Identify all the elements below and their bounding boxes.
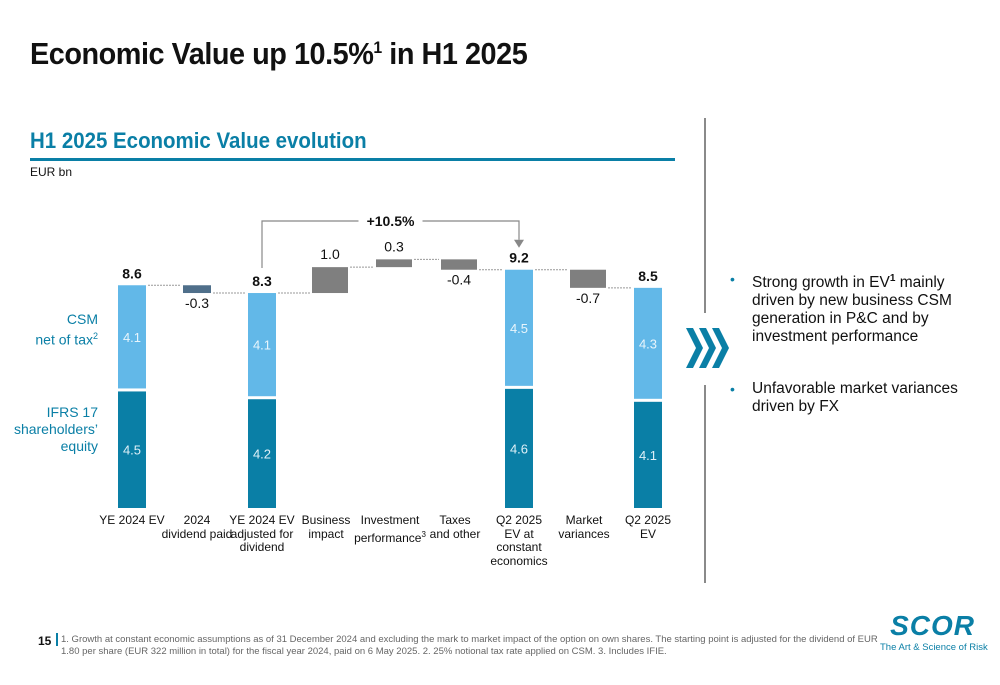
- csm-value-label: 4.1: [253, 338, 271, 353]
- bar-equity-segment: [634, 401, 662, 508]
- equity-value-label: 4.2: [253, 447, 271, 462]
- csm-value-label: 4.5: [510, 321, 528, 336]
- bar-delta: [376, 259, 412, 268]
- category-label: Investment performance3: [354, 513, 426, 545]
- legend-csm-label: CSM net of tax2: [35, 311, 98, 348]
- annotation-bracket-left: [261, 220, 359, 269]
- scor-logo: SCOR The Art & Science of Risk: [880, 610, 988, 654]
- delta-value-label: 1.0: [320, 246, 340, 262]
- bullet-dot-icon: •: [730, 381, 735, 397]
- bar-delta: [183, 285, 211, 294]
- logo-wordmark: SCOR: [890, 610, 975, 641]
- annotation-arrow-icon: [514, 239, 524, 248]
- bar-csm-segment: [634, 287, 662, 399]
- csm-value-label: 4.1: [123, 330, 141, 345]
- chevrons-right-icon: [686, 328, 729, 368]
- bar-equity-segment: [505, 388, 533, 508]
- annotation-bracket-right: [422, 220, 520, 240]
- csm-value-label: 4.3: [639, 336, 657, 351]
- total-value-label: 9.2: [509, 250, 529, 266]
- section-title: H1 2025 Economic Value evolution: [30, 128, 367, 153]
- bar-csm-segment: [505, 269, 533, 386]
- bar-delta: [312, 267, 348, 294]
- category-label: Market variances: [558, 513, 610, 541]
- vertical-divider-bottom: [704, 385, 706, 583]
- equity-value-label: 4.1: [639, 448, 657, 463]
- total-value-label: 8.5: [638, 268, 658, 284]
- category-label: Taxes and other: [429, 513, 481, 541]
- bullet-dot-icon: •: [730, 271, 735, 287]
- delta-value-label: -0.3: [185, 295, 209, 311]
- bar-csm-segment: [248, 293, 276, 397]
- footnote: 1. Growth at constant economic assumptio…: [61, 634, 878, 657]
- bullet-item: • Unfavorable market variances driven by…: [730, 380, 958, 415]
- growth-annotation: +10.5%: [367, 213, 415, 229]
- vertical-divider-top: [704, 118, 706, 313]
- delta-value-label: 0.3: [384, 238, 404, 254]
- bullet-item: • Strong growth in EV1 mainly driven by …: [730, 271, 952, 346]
- delta-value-label: -0.4: [447, 272, 471, 288]
- category-label: Business impact: [301, 513, 351, 541]
- delta-value-label: -0.7: [576, 290, 600, 306]
- category-label: YE 2024 EV: [99, 513, 165, 527]
- bar-csm-segment: [118, 285, 146, 389]
- footer-separator: [56, 633, 58, 646]
- category-label: Q2 2025 EV at constant economics: [490, 513, 548, 568]
- unit-label: EUR bn: [30, 165, 73, 179]
- category-label: 2024 dividend paid: [161, 513, 233, 541]
- equity-value-label: 4.5: [123, 443, 141, 458]
- bar-delta: [441, 259, 477, 270]
- bar-delta: [570, 269, 606, 288]
- legend-equity-label: IFRS 17 shareholders’ equity: [13, 404, 98, 454]
- page-number: 15: [38, 634, 52, 648]
- category-label: Q2 2025 EV: [624, 513, 672, 541]
- equity-value-label: 4.6: [510, 441, 528, 456]
- page-title: Economic Value up 10.5%1 in H1 2025: [30, 36, 528, 71]
- bar-equity-segment: [118, 391, 146, 508]
- logo-tagline: The Art & Science of Risk: [880, 642, 988, 653]
- category-label: YE 2024 EV adjusted for dividend: [229, 513, 295, 554]
- total-value-label: 8.3: [252, 273, 272, 289]
- waterfall-chart: 4.5 4.1 8.6 -0.3 4.2 4.1 8.3 1.0 0.3 -0.4 4.6 4.5 9.…: [118, 213, 662, 508]
- total-value-label: 8.6: [122, 265, 142, 281]
- bar-equity-segment: [248, 399, 276, 508]
- section-divider: [30, 158, 675, 161]
